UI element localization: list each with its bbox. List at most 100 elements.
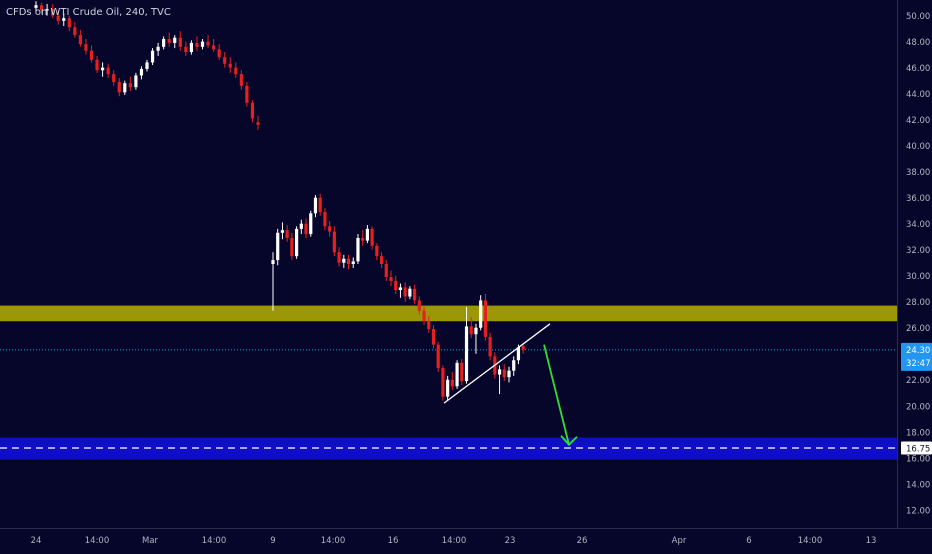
candle[interactable] xyxy=(95,55,99,73)
candle[interactable] xyxy=(173,35,177,49)
candle[interactable] xyxy=(379,252,384,268)
candle[interactable] xyxy=(507,366,511,383)
candle[interactable] xyxy=(117,78,121,97)
candle[interactable] xyxy=(521,343,525,354)
candle[interactable] xyxy=(167,32,171,47)
candle[interactable] xyxy=(195,36,199,51)
candle[interactable] xyxy=(384,260,388,281)
candle[interactable] xyxy=(356,234,360,264)
candle[interactable] xyxy=(123,80,127,95)
candle[interactable] xyxy=(455,360,459,389)
bearish-arrow-shaft[interactable] xyxy=(543,344,570,445)
candle[interactable] xyxy=(290,232,294,261)
candle[interactable] xyxy=(228,57,232,73)
candle[interactable] xyxy=(271,252,275,311)
candle[interactable] xyxy=(488,332,492,361)
candle[interactable] xyxy=(394,275,398,294)
candle[interactable] xyxy=(34,1,38,14)
candle[interactable] xyxy=(134,72,138,90)
candle[interactable] xyxy=(280,222,285,240)
candle[interactable] xyxy=(84,39,88,55)
candle[interactable] xyxy=(184,41,188,56)
candle[interactable] xyxy=(276,228,280,266)
candle[interactable] xyxy=(178,31,182,51)
candle[interactable] xyxy=(318,193,322,216)
candle[interactable] xyxy=(89,45,94,63)
candle[interactable] xyxy=(375,243,379,261)
candle[interactable] xyxy=(73,22,77,38)
candle[interactable] xyxy=(145,59,149,72)
candle[interactable] xyxy=(512,356,516,376)
candle[interactable] xyxy=(304,218,308,238)
candle[interactable] xyxy=(431,325,436,349)
candle[interactable] xyxy=(408,286,412,300)
candle[interactable] xyxy=(483,293,487,341)
rising-wedge-trendline[interactable] xyxy=(443,323,551,404)
supply-zone[interactable] xyxy=(0,305,897,322)
candle[interactable] xyxy=(497,365,502,395)
candle[interactable] xyxy=(39,2,44,15)
candle[interactable] xyxy=(346,254,351,270)
candle[interactable] xyxy=(370,226,374,250)
candle[interactable] xyxy=(365,224,369,244)
demand-zone[interactable] xyxy=(0,437,897,460)
candle[interactable] xyxy=(106,63,110,79)
candle[interactable] xyxy=(502,364,506,382)
candle[interactable] xyxy=(422,306,426,326)
candle[interactable] xyxy=(469,317,473,339)
candle[interactable] xyxy=(460,358,464,385)
candle[interactable] xyxy=(189,40,193,55)
candle[interactable] xyxy=(328,221,332,237)
candle[interactable] xyxy=(351,257,355,268)
candle[interactable] xyxy=(212,39,216,53)
candle[interactable] xyxy=(337,247,341,267)
candle[interactable] xyxy=(436,342,440,372)
candle[interactable] xyxy=(67,15,71,32)
candle[interactable] xyxy=(78,29,82,47)
candle[interactable] xyxy=(361,230,365,246)
candle[interactable] xyxy=(206,35,210,49)
candle[interactable] xyxy=(101,62,105,77)
candle[interactable] xyxy=(62,13,66,27)
candle[interactable] xyxy=(217,44,221,60)
candle[interactable] xyxy=(223,52,227,68)
candle[interactable] xyxy=(332,226,336,257)
candle[interactable] xyxy=(51,3,55,19)
candle[interactable] xyxy=(295,226,299,259)
candle[interactable] xyxy=(479,295,483,331)
candle[interactable] xyxy=(403,282,407,302)
candle[interactable] xyxy=(256,115,260,131)
candle[interactable] xyxy=(464,306,469,384)
candle[interactable] xyxy=(285,224,289,242)
candle[interactable] xyxy=(413,284,417,305)
candle[interactable] xyxy=(389,270,393,287)
candle[interactable] xyxy=(398,283,403,298)
candle[interactable] xyxy=(234,62,238,79)
candle[interactable] xyxy=(112,70,116,86)
candle[interactable] xyxy=(474,323,478,354)
candle[interactable] xyxy=(139,66,144,80)
candle[interactable] xyxy=(313,195,318,218)
candle[interactable] xyxy=(245,81,249,107)
candle[interactable] xyxy=(150,48,155,66)
candle[interactable] xyxy=(342,254,346,268)
candle[interactable] xyxy=(299,219,303,235)
price-axis-panel[interactable] xyxy=(898,0,932,550)
candle[interactable] xyxy=(56,10,60,25)
candle[interactable] xyxy=(156,42,160,56)
candle[interactable] xyxy=(450,371,454,391)
candle[interactable] xyxy=(309,210,313,237)
candle[interactable] xyxy=(417,296,421,315)
candle[interactable] xyxy=(323,208,327,231)
bearish-arrow-head[interactable] xyxy=(560,435,578,447)
candle[interactable] xyxy=(239,70,243,90)
candle[interactable] xyxy=(45,3,49,16)
candle[interactable] xyxy=(446,375,450,401)
candle[interactable] xyxy=(200,39,205,50)
candle[interactable] xyxy=(128,76,132,92)
candle[interactable] xyxy=(441,365,445,401)
candle[interactable] xyxy=(250,100,255,123)
candle[interactable] xyxy=(162,36,166,50)
candle[interactable] xyxy=(427,316,431,333)
